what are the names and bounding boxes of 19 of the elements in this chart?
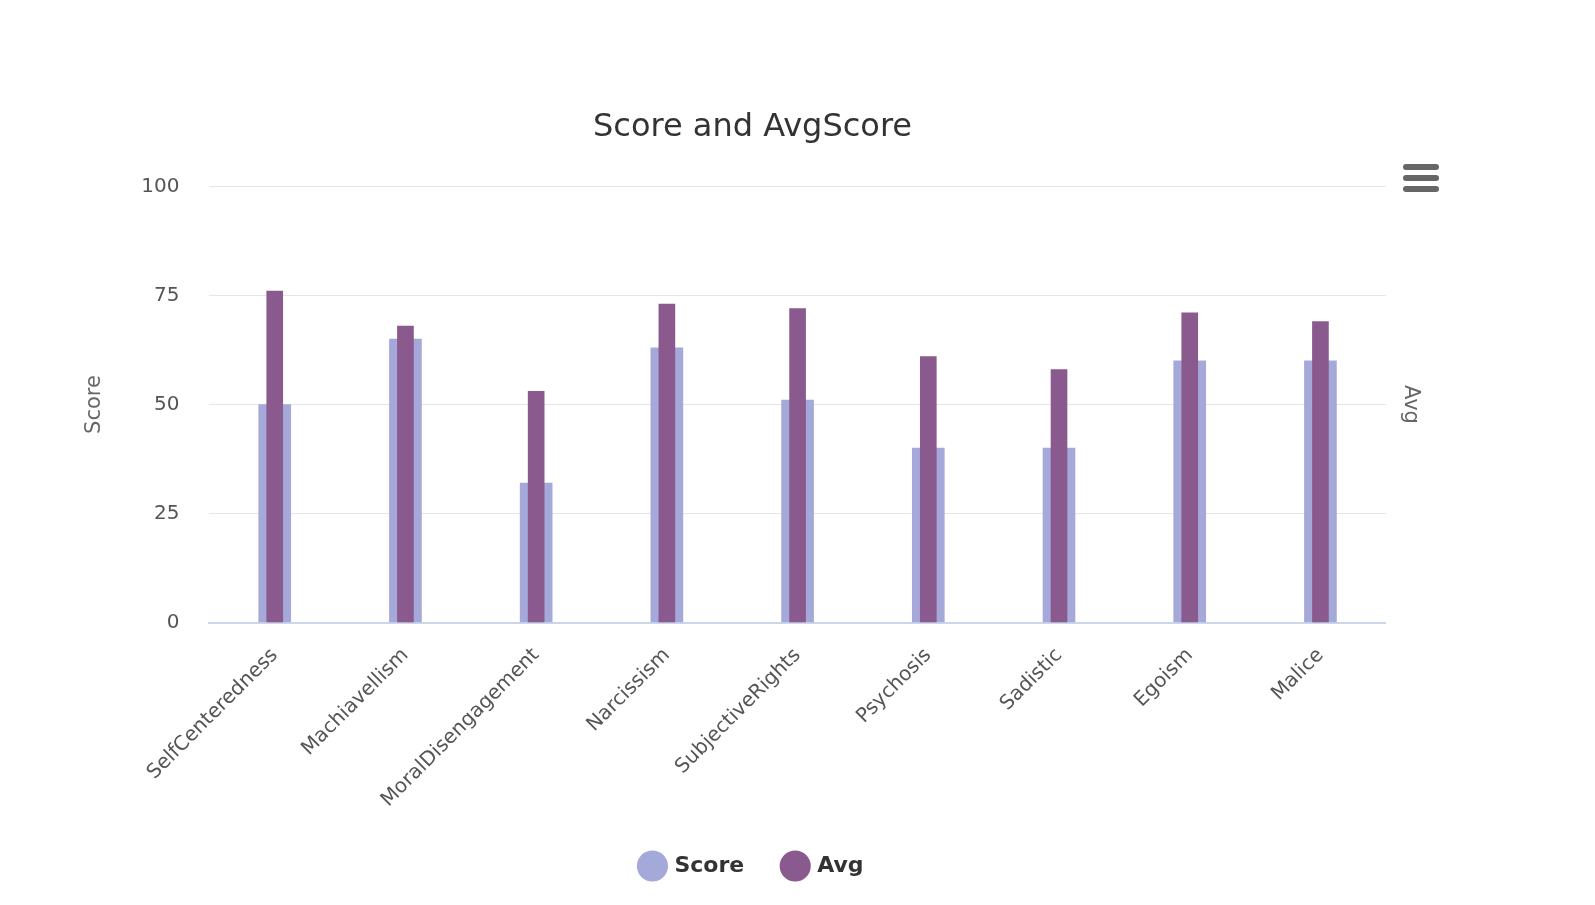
y-tick-label: 0 bbox=[166, 608, 180, 633]
legend-label: Avg bbox=[817, 851, 864, 877]
y-tick-label: 50 bbox=[153, 390, 180, 415]
y-axis-title: Score bbox=[81, 375, 106, 434]
y-tick-label: 25 bbox=[153, 499, 180, 524]
chart-title: Score and AvgScore bbox=[592, 105, 913, 144]
bar bbox=[1181, 312, 1199, 623]
y2-axis-title: Avg bbox=[1399, 385, 1424, 424]
bar bbox=[658, 303, 676, 623]
y-tick-label: 100 bbox=[141, 172, 180, 197]
bar bbox=[1312, 321, 1329, 623]
bar bbox=[266, 290, 284, 623]
bar bbox=[1050, 369, 1068, 623]
y-tick-label: 75 bbox=[153, 281, 180, 306]
bar bbox=[919, 356, 937, 623]
bar bbox=[789, 308, 806, 623]
legend-label: Score bbox=[674, 851, 745, 877]
bar bbox=[397, 325, 414, 623]
bar bbox=[527, 391, 545, 623]
